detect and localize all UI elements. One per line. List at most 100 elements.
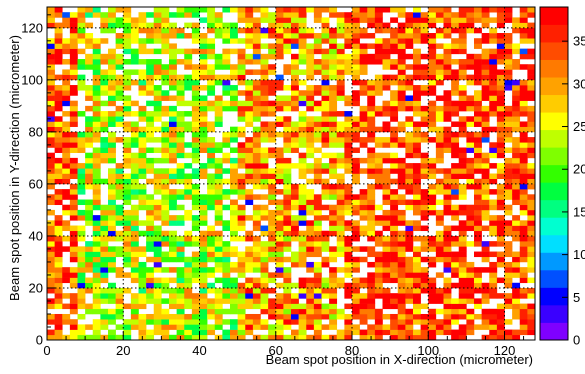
heatmap-bin: [374, 220, 383, 226]
heatmap-bin: [153, 324, 162, 330]
heatmap-bin: [184, 298, 193, 304]
heatmap-bin: [161, 319, 170, 325]
heatmap-bin: [374, 126, 383, 133]
heatmap-bin: [130, 251, 139, 258]
heatmap-bin: [428, 163, 437, 169]
heatmap-bin: [260, 168, 269, 174]
heatmap-bin: [405, 204, 414, 211]
heatmap-bin: [184, 79, 193, 86]
heatmap-bin: [504, 12, 513, 18]
heatmap-bin: [54, 131, 63, 138]
heatmap-bin: [496, 308, 505, 315]
heatmap-bin: [199, 308, 208, 315]
heatmap-bin: [62, 48, 71, 55]
heatmap-bin: [260, 74, 269, 81]
heatmap-bin: [184, 64, 193, 70]
heatmap-bin: [214, 277, 223, 284]
heatmap-bin: [199, 277, 208, 284]
heatmap-bin: [344, 147, 353, 153]
heatmap-bin: [527, 168, 536, 174]
heatmap-bin: [458, 131, 467, 138]
heatmap-bin: [252, 95, 261, 101]
heatmap-bin: [92, 225, 101, 232]
heatmap-bin: [413, 163, 421, 169]
heatmap-bin: [115, 220, 124, 226]
heatmap-bin: [100, 142, 109, 148]
heatmap-bin: [169, 241, 177, 247]
heatmap-bin: [367, 95, 376, 101]
heatmap-bin: [466, 298, 475, 304]
heatmap-bin: [260, 334, 269, 341]
heatmap-bin: [283, 277, 292, 284]
heatmap-bin: [214, 267, 223, 273]
heatmap-bin: [512, 267, 521, 273]
heatmap-bin: [474, 137, 482, 143]
heatmap-bin: [390, 241, 399, 247]
heatmap-bin: [214, 287, 223, 294]
heatmap-bin: [405, 287, 414, 294]
heatmap-bin: [100, 313, 109, 320]
heatmap-bin: [451, 308, 460, 315]
heatmap-bin: [176, 59, 185, 65]
heatmap-bin: [504, 168, 513, 174]
heatmap-bin: [252, 126, 261, 133]
heatmap-bin: [245, 85, 254, 91]
heatmap-bin: [321, 189, 330, 195]
heatmap-bin: [130, 168, 139, 174]
heatmap-bin: [100, 298, 109, 304]
heatmap-bin: [466, 12, 475, 18]
heatmap-bin: [222, 7, 231, 13]
heatmap-bin: [359, 142, 368, 148]
heatmap-bin: [92, 261, 101, 268]
heatmap-bin: [390, 194, 399, 200]
heatmap-bin: [283, 241, 292, 247]
heatmap-bin: [92, 105, 101, 112]
heatmap-bin: [306, 137, 315, 143]
heatmap-bin: [336, 246, 345, 252]
heatmap-bin: [115, 173, 124, 179]
heatmap-bin: [115, 74, 124, 81]
heatmap-bin: [359, 282, 368, 289]
heatmap-bin: [146, 230, 155, 237]
heatmap-bin: [336, 111, 345, 117]
heatmap-bin: [275, 33, 284, 39]
heatmap-bin: [504, 121, 513, 127]
heatmap-bin: [184, 163, 193, 169]
heatmap-bin: [435, 59, 444, 65]
heatmap-bin: [336, 157, 345, 164]
heatmap-bin: [230, 220, 238, 226]
heatmap-bin: [519, 225, 528, 232]
heatmap-bin: [451, 173, 460, 179]
heatmap-bin: [344, 137, 353, 143]
heatmap-bin: [275, 17, 284, 23]
heatmap-bin: [374, 111, 383, 117]
heatmap-bin: [519, 137, 528, 143]
heatmap-bin: [428, 334, 437, 341]
heatmap-bin: [184, 215, 193, 221]
heatmap-bin: [466, 241, 475, 247]
heatmap-bin: [504, 163, 513, 169]
heatmap-bin: [527, 246, 536, 252]
heatmap-bin: [237, 313, 246, 320]
heatmap-bin: [313, 261, 322, 268]
heatmap-bin: [176, 147, 185, 153]
heatmap-bin: [153, 69, 162, 75]
heatmap-bin: [382, 7, 391, 13]
heatmap-bin: [146, 215, 155, 221]
heatmap-bin: [138, 12, 147, 18]
heatmap-bin: [344, 183, 353, 190]
colorbar-band: [540, 42, 568, 60]
heatmap-bin: [268, 48, 277, 55]
heatmap-bin: [344, 303, 353, 310]
heatmap-bin: [230, 69, 238, 75]
heatmap-bin: [283, 293, 292, 299]
heatmap-bin: [138, 74, 147, 81]
heatmap-bin: [474, 43, 482, 49]
heatmap-bin: [138, 303, 147, 310]
heatmap-bin: [458, 261, 467, 268]
heatmap-bin: [199, 137, 208, 143]
heatmap-bin: [47, 287, 55, 294]
heatmap-bin: [298, 334, 307, 341]
heatmap-bin: [458, 209, 467, 216]
heatmap-bin: [458, 303, 467, 310]
